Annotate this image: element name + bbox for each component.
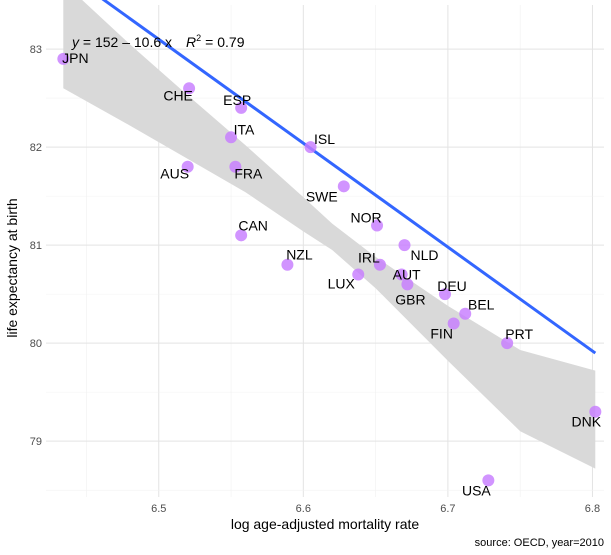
data-point-usa	[482, 474, 495, 487]
point-label-usa: USA	[462, 482, 491, 498]
point-label-esp: ESP	[223, 92, 251, 108]
point-label-swe: SWE	[306, 188, 338, 204]
regression-line	[101, 0, 597, 355]
data-point-jpn	[57, 52, 70, 65]
points-layer	[57, 52, 602, 487]
point-label-nld: NLD	[410, 247, 438, 263]
data-point-aut	[395, 268, 408, 281]
data-point-fin	[447, 317, 460, 330]
x-tick-label: 6.8	[585, 503, 600, 515]
point-label-irl: IRL	[358, 250, 380, 266]
point-label-fra: FRA	[234, 166, 263, 182]
x-tick-label: 6.5	[151, 503, 166, 515]
y-tick-label: 81	[30, 240, 42, 252]
y-tick-label: 79	[30, 436, 42, 448]
point-label-nzl: NZL	[286, 247, 313, 263]
point-label-dnk: DNK	[572, 414, 602, 430]
source-caption: source: OECD, year=2010	[475, 537, 604, 549]
data-point-bel	[459, 307, 472, 320]
data-point-esp	[235, 101, 248, 114]
data-point-fra	[229, 160, 242, 173]
x-tick-label: 6.6	[296, 503, 311, 515]
x-axis-title: log age-adjusted mortality rate	[231, 516, 420, 532]
data-point-nzl	[281, 258, 294, 271]
data-point-gbr	[401, 278, 414, 291]
point-label-gbr: GBR	[395, 291, 425, 307]
y-tick-label: 83	[30, 44, 42, 56]
point-label-ita: ITA	[234, 121, 255, 137]
point-label-lux: LUX	[328, 276, 356, 292]
y-tick-label: 82	[30, 142, 42, 154]
point-label-nor: NOR	[350, 210, 381, 226]
data-point-isl	[304, 141, 317, 154]
point-label-fin: FIN	[430, 326, 453, 342]
data-point-swe	[337, 180, 350, 193]
data-point-prt	[501, 337, 514, 350]
point-label-isl: ISL	[314, 131, 335, 147]
point-label-aut: AUT	[393, 267, 421, 283]
data-point-nor	[371, 219, 384, 232]
data-point-dnk	[589, 405, 602, 418]
x-tick-label: 6.7	[440, 503, 455, 515]
point-label-aus: AUS	[160, 166, 189, 182]
data-point-aus	[181, 160, 194, 173]
tick-labels-layer: 6.5 6.6 6.7 6.8 79 80 81 82 83	[30, 44, 600, 515]
point-label-can: CAN	[238, 217, 268, 233]
data-point-irl	[373, 258, 386, 271]
y-axis-title: life expectancy at birth	[4, 198, 20, 337]
point-label-deu: DEU	[437, 278, 467, 294]
point-label-che: CHE	[163, 87, 193, 103]
regression-equation: y = 152 – 10.6 x R2 = 0.79	[71, 33, 245, 50]
data-point-nld	[398, 239, 411, 252]
point-labels-layer: JPN CHE ESP ITA ISL FRA AUS SWE NOR CAN NLD NZL IRLL…	[62, 50, 602, 498]
point-label-bel: BEL	[468, 297, 495, 313]
regression-line-layer	[101, 0, 597, 355]
data-point-ita	[225, 131, 238, 144]
y-tick-label: 80	[30, 338, 42, 350]
data-point-can	[235, 229, 248, 242]
confidence-band	[63, 0, 596, 469]
point-label-prt: PRT	[505, 326, 533, 342]
data-point-che	[183, 82, 196, 95]
confidence-band-layer	[63, 0, 596, 469]
data-point-deu	[438, 288, 451, 301]
point-label-jpn: JPN	[62, 50, 88, 66]
data-point-lux	[352, 268, 365, 281]
